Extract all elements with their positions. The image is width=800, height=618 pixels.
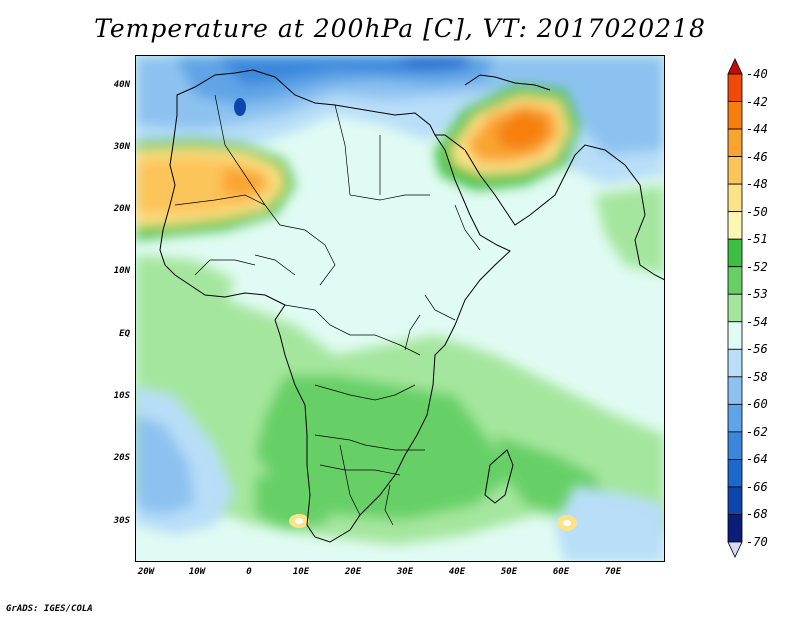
lat-tick-20s: 20S [113,453,130,463]
lon-tick-70e: 70E [604,567,622,577]
lon-tick-10w: 10W [188,567,206,577]
lon-tick-30e: 30E [396,567,414,577]
colorbar-label: -51 [746,232,768,247]
colorbar-segment [727,101,743,130]
colorbar-label: -50 [746,204,768,219]
lat-tick-20n: 20N [113,204,130,214]
colorbar-label: -44 [746,122,768,137]
colorbar-label: -46 [746,149,768,164]
lon-tick-50e: 50E [500,567,518,577]
colorbar-segment [727,128,743,157]
lon-tick-20e: 20E [344,567,362,577]
lat-tick-30n: 30N [113,142,130,152]
colorbar-segment [727,211,743,240]
colorbar-label: -48 [746,177,768,192]
colorbar-label: -42 [746,94,768,109]
colorbar-segment [727,156,743,185]
colorbar-label: -56 [746,342,768,357]
lon-tick-20w: 20W [137,567,155,577]
field-warm-sahara [135,140,295,240]
colorbar-label: -64 [746,452,768,467]
lat-tick-eq: EQ [119,329,130,339]
cold-core [234,98,246,116]
lat-tick-40n: 40N [113,80,130,90]
temperature-map [135,55,665,562]
colorbar-segment [727,321,743,350]
colorbar-label: -53 [746,287,768,302]
lon-tick-60e: 60E [552,567,570,577]
colorbar-segment [727,238,743,268]
field-green-south [135,185,665,545]
colorbar-top-arrow [727,58,743,75]
coastlines [159,69,665,543]
colorbar-segment [727,348,743,378]
colorbar-segment [727,403,743,433]
lon-tick-10e: 10E [292,567,310,577]
colorbar-label: -58 [746,369,768,384]
map-frame [135,55,665,562]
map-title: Temperature at 200hPa [C], VT: 201702021… [94,14,706,43]
colorbar-segment [727,459,743,488]
colorbar-label: -68 [746,507,768,522]
colorbar [727,58,743,558]
country-borders [174,94,481,526]
field-cold-southwest [135,385,665,562]
colorbar-label: -54 [746,314,768,329]
colorbar-segment [727,183,743,213]
colorbar-label: -52 [746,259,768,274]
lat-tick-30s: 30S [113,516,130,526]
colorbar-segment [727,514,743,543]
lon-tick-40e: 40E [448,567,466,577]
colorbar-label: -62 [746,424,768,439]
grads-credit: GrADS: IGES/COLA [6,604,93,614]
colorbar-segment [727,266,743,295]
colorbar-segment [727,376,743,405]
colorbar-label: -66 [746,479,768,494]
lat-tick-10n: 10N [113,266,130,276]
colorbar-segment [727,431,743,460]
colorbar-segment [727,486,743,515]
colorbar-bottom-arrow [727,541,743,558]
colorbar-label: -60 [746,397,768,412]
lon-tick-0: 0 [246,567,252,577]
colorbar-label: -70 [746,535,768,549]
colorbar-label: -40 [746,67,768,81]
lat-tick-10s: 10S [113,391,130,401]
colorbar-segment [727,293,743,323]
colorbar-segment [727,73,743,102]
field-warm-arabia [435,85,580,190]
